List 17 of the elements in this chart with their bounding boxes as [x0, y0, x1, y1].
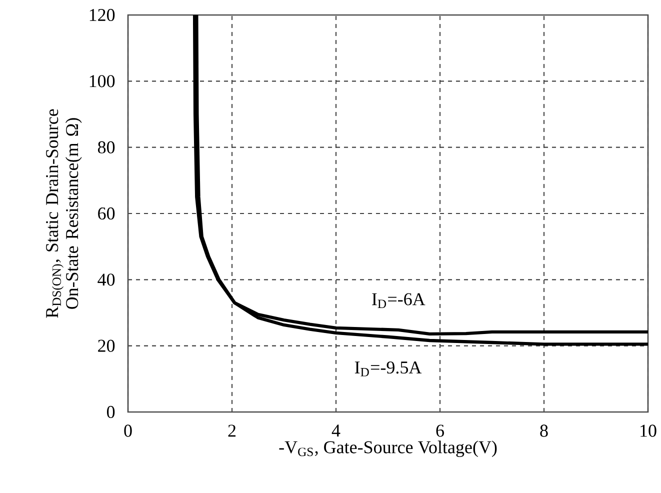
y-tick-label: 120 — [90, 8, 115, 22]
y-tick-label: 100 — [90, 75, 115, 88]
x-tick-label: 0 — [124, 424, 132, 437]
x-tick-label: 4 — [332, 424, 340, 437]
y-tick-label: 80 — [98, 141, 115, 154]
x-tick-label: 6 — [436, 424, 444, 437]
y-tick-label: 0 — [106, 406, 115, 418]
series-label: I$_{D}$=-9.5A — [354, 361, 422, 376]
x-tick-label: 2 — [228, 424, 236, 437]
series-label: I$_{D}$=-6A — [372, 293, 426, 308]
x-tick-label: 10 — [640, 424, 656, 437]
x-axis-title: -V$_{GS}$, Gate-Source Voltage(V) — [279, 440, 497, 458]
y-tick-label: 40 — [98, 274, 115, 286]
y-tick-label: 60 — [98, 207, 115, 220]
y-tick-label: 20 — [98, 340, 115, 352]
x-tick-label: 8 — [540, 424, 548, 437]
y-axis-title: R$_{DS(ON)}$, Static Drain-Source On-State Resistance(m Ω) — [46, 109, 82, 318]
